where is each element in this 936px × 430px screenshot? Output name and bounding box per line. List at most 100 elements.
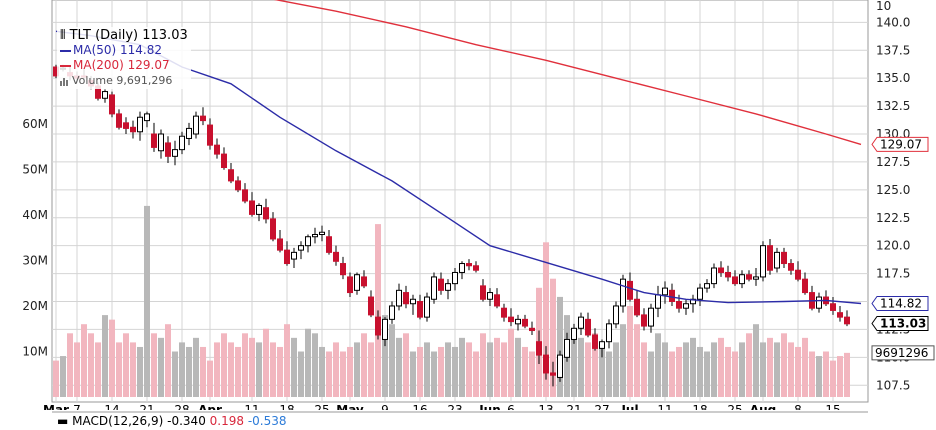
volume-tag-label: 9691296 (875, 346, 928, 360)
candle-body (508, 316, 514, 323)
volume-bar (746, 333, 752, 397)
candle-body (592, 334, 598, 349)
candle-body (578, 316, 584, 329)
volume-bar (249, 337, 255, 397)
candle-body (676, 301, 682, 309)
volume-bar (697, 346, 703, 397)
candle-body (375, 316, 381, 336)
candle-body (459, 263, 465, 273)
volume-bar (207, 360, 213, 397)
volume-tick-label: 60M (22, 117, 48, 131)
volume-bar (529, 351, 535, 397)
macd-value: -0.340 (167, 414, 206, 428)
volume-tick-label: 50M (22, 163, 48, 177)
price-tick-label: 117.5 (876, 267, 910, 281)
candle-body (277, 238, 283, 251)
candle-body (725, 271, 731, 278)
volume-bar (403, 333, 409, 397)
candle-body (256, 204, 262, 215)
volume-bar (592, 333, 598, 397)
candle-body (200, 115, 206, 122)
volume-bar (578, 337, 584, 397)
candle-icon: ⫴ (60, 28, 66, 43)
volume-bar (760, 342, 766, 397)
candle-body (732, 276, 738, 285)
candle-body (172, 149, 178, 157)
candle-body (662, 287, 668, 296)
candle-body (312, 234, 318, 238)
candle-body (802, 278, 808, 294)
candle-body (207, 124, 213, 146)
volume-bar (179, 342, 185, 397)
candle-body (137, 116, 143, 133)
candle-body (193, 115, 199, 135)
volume-bar (473, 351, 479, 397)
candle-body (291, 251, 297, 260)
volume-bar (438, 346, 444, 397)
volume-bar (494, 337, 500, 397)
candle-body (830, 303, 836, 311)
volume-tick-label: 10M (22, 345, 48, 359)
volume-bar (130, 342, 136, 397)
volume-bar (102, 315, 108, 397)
macd-swatch-icon: ▬ (57, 414, 69, 428)
candle-body (228, 169, 234, 182)
candle-body (249, 200, 255, 215)
volume-bar (585, 342, 591, 397)
volume-bar (193, 337, 199, 397)
macd-panel-strip (0, 410, 936, 430)
volume-bar (459, 337, 465, 397)
candle-body (361, 276, 367, 287)
candle-body (158, 133, 164, 152)
volume-bar (88, 333, 94, 397)
volume-tick-label: 20M (22, 299, 48, 313)
candle-body (494, 294, 500, 307)
volume-bar (634, 324, 640, 397)
volume-bar (781, 333, 787, 397)
volume-bar (767, 337, 773, 397)
volume-bar (200, 346, 206, 397)
volume-bar (704, 351, 710, 397)
volume-bar (809, 351, 815, 397)
volume-bar (487, 342, 493, 397)
volume-bar (277, 346, 283, 397)
volume-bar (550, 278, 556, 397)
candle-body (774, 251, 780, 269)
candle-body (473, 265, 479, 271)
volume-bar (606, 351, 612, 397)
volume-bar (410, 351, 416, 397)
volume-bar (662, 342, 668, 397)
volume-bar (844, 352, 850, 397)
candle-body (564, 338, 570, 358)
volume-bar (326, 351, 332, 397)
candle-body (235, 180, 241, 191)
volume-bars-icon (60, 77, 68, 86)
volume-bar (739, 342, 745, 397)
volume-bar (95, 342, 101, 397)
candle-body (641, 314, 647, 327)
price-tags: 129.07 114.82 113.03 9691296 (871, 136, 935, 361)
volume-bar (571, 333, 577, 397)
volume-bar (613, 342, 619, 397)
candle-body (431, 276, 437, 300)
legend-ma200: MA(200) 129.07 (73, 58, 170, 72)
volume-bar (683, 342, 689, 397)
volume-bar (74, 342, 80, 397)
price-tick-label: 125.0 (876, 183, 910, 197)
volume-bar (620, 324, 626, 397)
volume-bar (732, 351, 738, 397)
candle-body (368, 296, 374, 316)
candle-body (102, 91, 108, 99)
volume-bar (116, 342, 122, 397)
volume-bar (67, 333, 73, 397)
volume-bar (718, 337, 724, 397)
candle-body (844, 316, 850, 325)
legend-ma50-row: MA(50) 114.82 (60, 43, 188, 58)
candle-body (522, 318, 528, 327)
volume-bars (53, 205, 850, 397)
candle-body (109, 94, 115, 115)
volume-bar (445, 342, 451, 397)
ma50-swatch-icon (60, 49, 71, 52)
legend-volume-row: Volume 9,691,296 (60, 73, 188, 88)
candle-body (760, 245, 766, 278)
